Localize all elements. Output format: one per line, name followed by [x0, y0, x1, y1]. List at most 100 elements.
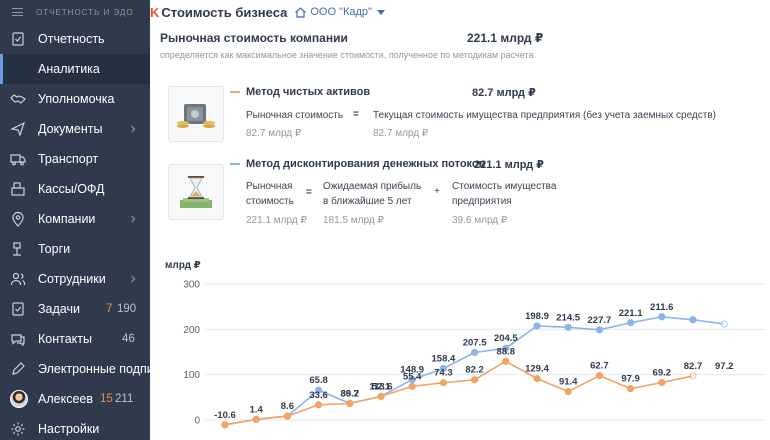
dcf-lhs-label-line-2: стоимость — [246, 196, 294, 207]
sidebar-item-documents[interactable]: Документы — [0, 114, 150, 144]
net-assets-lhs-label: Рыночная стоимость — [246, 110, 344, 121]
chevron-right-icon[interactable] — [126, 212, 140, 226]
y-tick-label: 300 — [183, 280, 200, 291]
data-label-orange: 74.3 — [434, 368, 453, 379]
sidebar-item-contacts[interactable]: Контакты 46 — [0, 324, 150, 354]
sidebar-item-authority[interactable]: Уполномочка — [0, 84, 150, 114]
chevron-down-icon[interactable] — [376, 9, 385, 15]
data-label-blue: 227.7 — [588, 315, 612, 326]
truck-icon — [10, 151, 26, 167]
sidebar-item-label: Отчетность — [38, 32, 105, 46]
chevron-right-icon[interactable] — [126, 272, 140, 286]
cash-register-icon — [10, 181, 26, 197]
data-label-orange: 91.4 — [559, 377, 578, 388]
data-point-orange — [252, 415, 260, 423]
data-label-orange: 55.4 — [403, 371, 422, 382]
data-label-blue: 148.9 — [400, 365, 424, 376]
y-tick-label: 100 — [183, 370, 200, 381]
dcf-term1-label: Ожидаемая прибыль в ближайшие 5 лет — [323, 179, 421, 209]
user-badge-new: 15 — [100, 393, 113, 405]
sidebar-item-signatures[interactable]: Электронные подпи — [0, 354, 150, 384]
chevron-right-icon[interactable] — [126, 122, 140, 136]
sidebar-item-user[interactable]: Алексеев 15 211 — [0, 384, 150, 414]
net-assets-rhs-value: 82.7 млрд ₽ — [373, 128, 429, 139]
market-value-note: определяется как максимальное значение с… — [160, 50, 534, 60]
data-label-orange: 97.9 — [621, 374, 640, 385]
sidebar-item-employees[interactable]: Сотрудники — [0, 264, 150, 294]
series-line-orange — [224, 360, 694, 426]
sidebar-item-label: Кассы/ОФД — [38, 182, 105, 196]
sidebar-item-tenders[interactable]: Торги — [0, 234, 150, 264]
dcf-lhs-value: 221.1 млрд ₽ — [246, 215, 307, 226]
data-label-orange: 33.6 — [309, 390, 328, 401]
data-label-blue: 214.5 — [556, 312, 580, 323]
series-orange-marker — [230, 91, 240, 93]
sidebar-item-label: Электронные подпи — [38, 362, 150, 376]
dcf-term1-label-line-1: Ожидаемая прибыль — [323, 181, 422, 192]
data-point-orange — [377, 392, 385, 400]
sidebar-item-label: Документы — [38, 122, 103, 136]
sidebar-item-label: Торги — [38, 242, 71, 256]
data-label-blue: 221.1 — [619, 308, 643, 319]
method-dcf-title: Метод дисконтирования денежных потоков — [246, 158, 486, 170]
tasks-badge-total: 190 — [117, 303, 137, 315]
handshake-icon — [10, 91, 26, 107]
hourglass-money-image — [168, 164, 224, 220]
data-point-blue — [471, 348, 479, 357]
sidebar-item-tasks[interactable]: Задачи 7 190 — [0, 294, 150, 324]
safe-coins-image — [168, 86, 224, 142]
avatar — [10, 390, 28, 408]
sidebar: ОТЧЕТНОСТЬ И ЭДО Отчетность Аналитика Уп… — [0, 0, 150, 440]
user-badge-total: 211 — [115, 393, 134, 405]
sidebar-item-cash-registers[interactable]: Кассы/ОФД — [0, 174, 150, 204]
data-label-orange: 69.2 — [653, 368, 672, 379]
data-point-orange — [439, 379, 447, 387]
method-net-assets-title: Метод чистых активов — [246, 86, 371, 98]
market-value-amount: 221.1 млрд ₽ — [467, 31, 544, 45]
method-dcf-value: 221.1 млрд ₽ — [474, 159, 544, 171]
method-net-assets-value: 82.7 млрд ₽ — [472, 87, 536, 99]
data-label-orange: 97.2 — [715, 361, 734, 372]
data-point-orange — [502, 357, 510, 365]
dcf-plus: + — [434, 186, 440, 197]
data-point-orange — [471, 376, 479, 384]
series-blue-marker — [230, 163, 240, 165]
data-label-orange: 88.8 — [497, 346, 516, 357]
dcf-lhs-label: Рыночная стоимость — [246, 179, 294, 209]
dcf-term2-label-line-2: предприятия — [452, 196, 512, 207]
sidebar-item-settings[interactable]: Настройки — [0, 414, 150, 440]
map-pin-icon — [10, 211, 26, 227]
pen-icon — [10, 361, 26, 377]
data-label-orange: 8.6 — [281, 401, 294, 412]
chat-icon — [10, 331, 26, 347]
data-label-orange: 62.7 — [590, 361, 609, 372]
data-label-blue: 211.6 — [650, 302, 673, 313]
data-point-blue — [564, 323, 572, 331]
sidebar-item-label: Настройки — [38, 422, 100, 436]
sidebar-item-label: Задачи — [38, 302, 80, 316]
data-point-orange — [564, 387, 572, 396]
sidebar-item-transport[interactable]: Транспорт — [0, 144, 150, 174]
data-point-orange — [658, 378, 666, 387]
data-point-blue — [408, 375, 416, 384]
data-label-orange: 82.7 — [684, 361, 703, 372]
data-point-blue — [627, 319, 635, 327]
sidebar-item-analytics[interactable]: Аналитика — [0, 54, 150, 84]
y-tick-label: 200 — [183, 325, 200, 336]
dcf-term2-value: 39.6 млрд ₽ — [452, 215, 508, 226]
page-title: Стоимость бизнеса — [161, 4, 288, 20]
data-point-orange — [689, 372, 697, 380]
net-assets-rhs-label: Текущая стоимость имущества предприятия … — [373, 110, 716, 121]
net-assets-lhs-value: 82.7 млрд ₽ — [246, 128, 302, 139]
sidebar-item-reporting[interactable]: Отчетность — [0, 24, 150, 54]
sidebar-header: ОТЧЕТНОСТЬ И ЭДО — [0, 0, 150, 24]
menu-icon[interactable] — [12, 8, 23, 16]
sidebar-item-companies[interactable]: Компании — [0, 204, 150, 234]
people-icon — [10, 271, 26, 287]
sidebar-item-label: Уполномочка — [38, 92, 115, 106]
dcf-term1-label-line-2: в ближайшие 5 лет — [323, 196, 412, 207]
report-icon — [10, 31, 26, 47]
net-assets-equals: = — [353, 109, 359, 120]
data-label-blue: 158.4 — [432, 354, 456, 365]
organization-selector[interactable]: ООО "Кадр" — [310, 6, 372, 18]
